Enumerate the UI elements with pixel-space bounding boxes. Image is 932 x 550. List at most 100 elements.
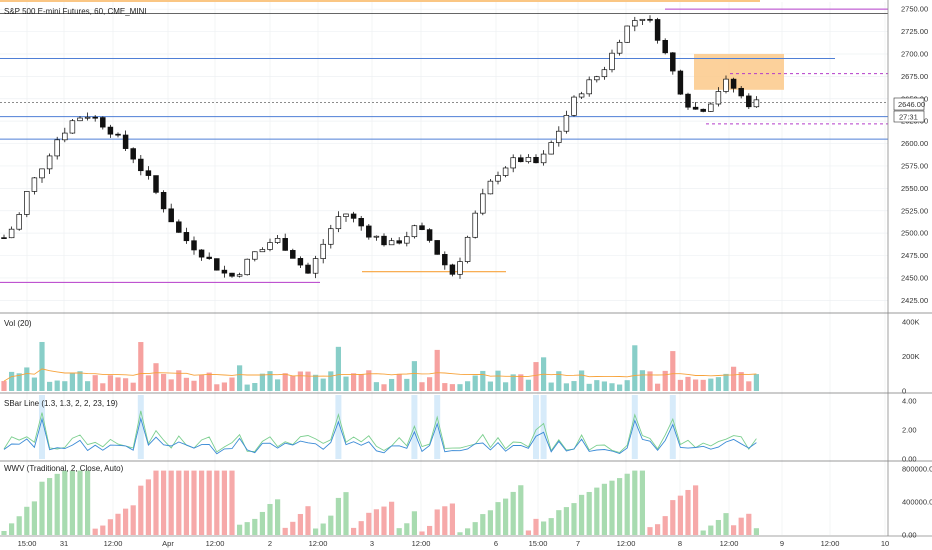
- candle: [84, 116, 91, 119]
- wwv-bar: [275, 499, 281, 535]
- volume-bar: [411, 361, 417, 391]
- sbar-line-green: [3, 410, 757, 454]
- volume-bar: [297, 371, 303, 391]
- wwv-bar: [662, 516, 668, 535]
- wwv-bar: [183, 470, 189, 535]
- candle: [388, 240, 395, 246]
- wwv-bar: [85, 470, 91, 535]
- volume-bar: [267, 371, 273, 391]
- volume-bar: [617, 384, 623, 391]
- candle: [411, 225, 418, 238]
- candle: [381, 235, 387, 246]
- volume-bar: [214, 384, 220, 391]
- time-tick-label: Apr: [162, 539, 174, 548]
- countdown-badge: 27:31: [893, 110, 925, 123]
- volume-bar: [586, 383, 592, 391]
- candle: [320, 243, 326, 259]
- volume-bar: [632, 345, 638, 391]
- sbar-pane: [3, 395, 757, 459]
- time-tick-label: 31: [60, 539, 68, 548]
- candle: [609, 52, 615, 71]
- volume-bar: [571, 381, 577, 391]
- volume-bar: [153, 363, 159, 391]
- volume-bar: [442, 383, 448, 391]
- candle: [183, 232, 190, 242]
- candle: [252, 251, 258, 260]
- candle: [624, 25, 630, 43]
- wwv-bar: [746, 513, 752, 535]
- candle: [8, 228, 15, 239]
- candle: [290, 250, 296, 259]
- wwv-bar: [449, 503, 455, 535]
- wwv-bar: [617, 478, 623, 535]
- volume-bar: [753, 374, 759, 391]
- time-tick-label: 12:00: [617, 539, 636, 548]
- time-tick-label: 9: [780, 539, 784, 548]
- volume-bar: [449, 384, 455, 391]
- volume-bar: [130, 382, 136, 391]
- wwv-bar: [282, 527, 288, 535]
- candle: [556, 130, 562, 143]
- candle: [746, 95, 752, 108]
- candle: [191, 240, 197, 251]
- price-tick-label: 2700.00: [901, 49, 928, 58]
- candle: [1, 237, 7, 239]
- wwv-bar: [556, 510, 562, 535]
- volume-bar: [746, 381, 752, 391]
- wwv-bar: [123, 508, 129, 535]
- sbar-pane-title: SBar Line (1.3, 1.3, 2, 2, 23, 19): [4, 399, 118, 408]
- wwv-bar: [655, 524, 661, 535]
- volume-bar: [107, 375, 113, 391]
- volume-bar: [206, 372, 212, 391]
- wwv-bar: [130, 505, 136, 535]
- time-tick-label: 15:00: [18, 539, 37, 548]
- volume-bar: [434, 349, 440, 391]
- price-tick-label: 2425.00: [901, 296, 928, 305]
- candle: [533, 156, 539, 164]
- volume-bar: [419, 382, 425, 391]
- volume-bar: [343, 376, 349, 391]
- volume-bar: [563, 383, 569, 391]
- candle: [396, 240, 402, 244]
- volume-bar: [723, 373, 729, 391]
- time-tick-label: 12:00: [206, 539, 225, 548]
- wwv-bar: [579, 494, 585, 535]
- sbar-band: [631, 395, 638, 459]
- candle: [700, 108, 706, 112]
- wwv-pane: [1, 470, 759, 535]
- wwv-bar: [69, 470, 75, 535]
- time-tick-label: 6: [494, 539, 498, 548]
- wwv-bar: [100, 525, 106, 535]
- sbar-tick-label: 0.00: [902, 455, 917, 464]
- price-tick-label: 2500.00: [901, 229, 928, 238]
- volume-bar: [31, 377, 37, 391]
- vol-pane-title: Vol (20): [4, 319, 32, 328]
- volume-bar: [161, 373, 167, 391]
- candle: [343, 213, 349, 217]
- candle: [662, 40, 668, 54]
- wwv-bar: [693, 485, 699, 535]
- candle: [168, 208, 174, 223]
- wwv-bar: [503, 498, 509, 535]
- volume-bar: [366, 370, 372, 391]
- candle: [221, 269, 228, 274]
- volume-tick-label: 200K: [902, 352, 920, 361]
- volume-bar: [282, 373, 288, 391]
- candle: [449, 264, 456, 275]
- candle: [274, 238, 281, 243]
- price-pane-title: S&P 500 E-mini Futures, 60, CME_MINI: [4, 7, 147, 16]
- wwv-bar: [434, 509, 440, 535]
- wwv-bar: [373, 509, 379, 535]
- volume-tick-label: 400K: [902, 318, 920, 327]
- time-tick-label: 8: [678, 539, 682, 548]
- sbar-band: [540, 395, 547, 459]
- wwv-tick-label: 800000.00: [902, 465, 932, 474]
- wwv-bar: [525, 530, 531, 535]
- candle: [654, 19, 661, 41]
- wwv-bar: [191, 470, 197, 535]
- wwv-bar: [594, 487, 600, 535]
- candle: [46, 155, 53, 170]
- volume-bar: [16, 373, 22, 391]
- wwv-pane-title: WWV (Traditional, 2, Close, Auto): [4, 464, 124, 473]
- time-tick-label: 7: [576, 539, 580, 548]
